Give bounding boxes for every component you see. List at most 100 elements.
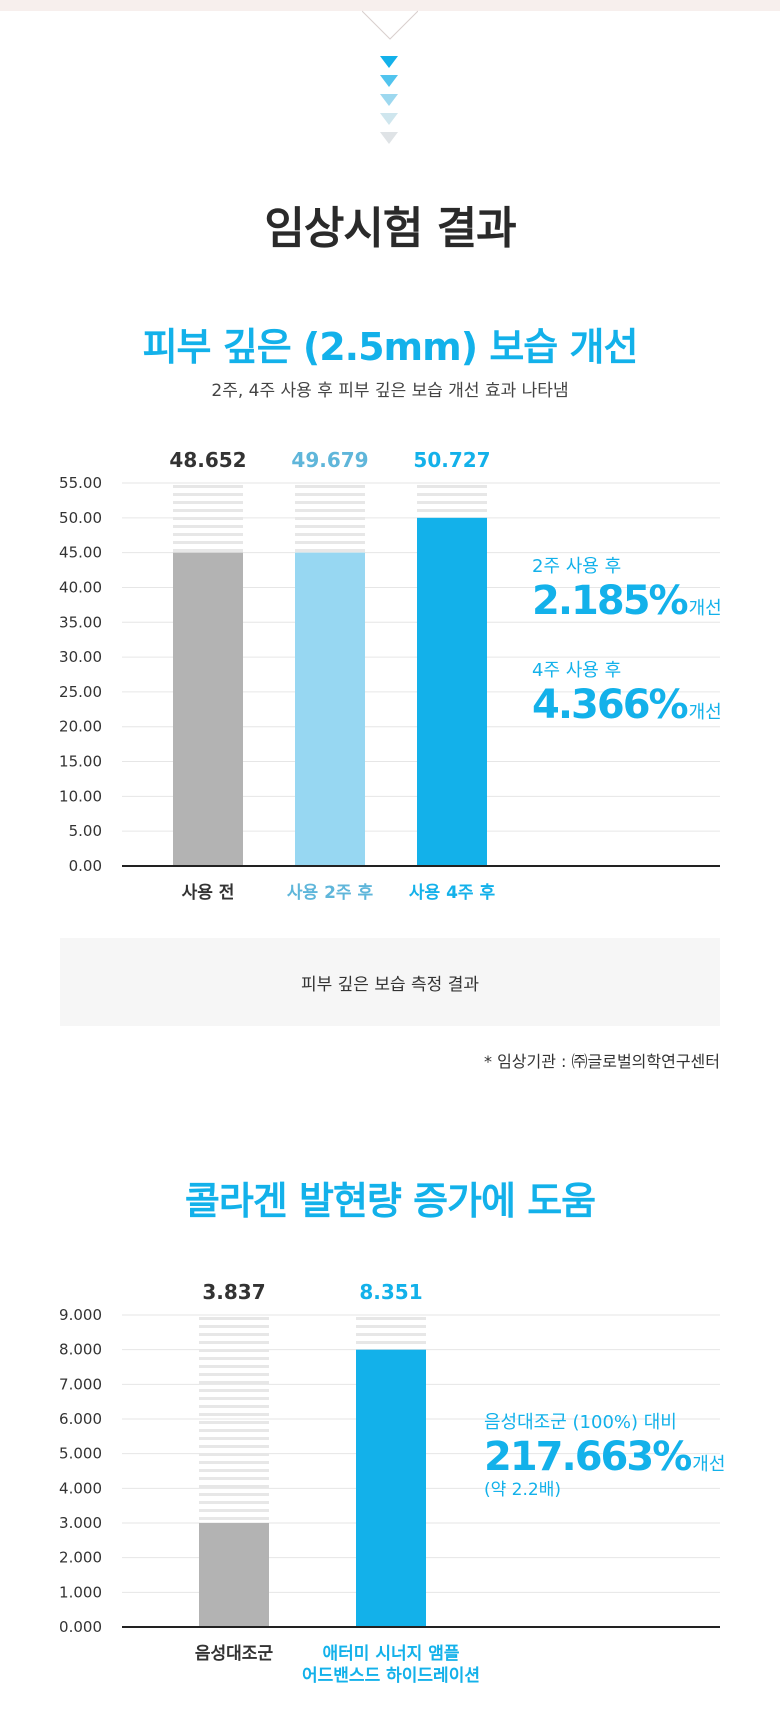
y-tick-label: 5.00 (69, 822, 102, 840)
bar-stripe (173, 493, 243, 496)
chart1-annotation-2weeks: 2주 사용 후 2.185% 개선 (532, 556, 722, 624)
arrow-down-icon-4 (380, 113, 398, 125)
bar-value-label: 49.679 (291, 448, 368, 472)
bar-stripe (199, 1381, 269, 1384)
annotation-label: 4주 사용 후 (532, 660, 622, 681)
bar-stripe (199, 1341, 269, 1344)
y-tick-label: 25.00 (59, 683, 102, 701)
arrow-down-icon-3 (380, 94, 398, 106)
bar-stripe (417, 509, 487, 512)
y-tick-label: 2.000 (59, 1549, 102, 1567)
bar (295, 552, 365, 866)
bar-stripe (356, 1317, 426, 1320)
bar-stripe (199, 1333, 269, 1336)
bar-stripe (199, 1461, 269, 1464)
bar-value-label: 3.837 (202, 1280, 265, 1304)
bar-stripe (199, 1373, 269, 1376)
bar-stripe (199, 1421, 269, 1424)
bar-stripe (295, 509, 365, 512)
bar-stripe (173, 517, 243, 520)
y-tick-label: 0.000 (59, 1618, 102, 1636)
section2-title: 콜라겐 발현량 증가에 도움 (184, 1179, 596, 1223)
bar-value-label: 8.351 (359, 1280, 422, 1304)
y-tick-label: 15.00 (59, 753, 102, 771)
bar-stripe (295, 533, 365, 536)
bar-stripe (295, 485, 365, 488)
bar-stripe (199, 1405, 269, 1408)
bar-stripe (199, 1389, 269, 1392)
bar-stripe (199, 1365, 269, 1368)
bar-stripe (199, 1509, 269, 1512)
caption-box (60, 938, 720, 1026)
bar (417, 517, 487, 866)
bar-stripe (295, 517, 365, 520)
y-tick-label: 8.000 (59, 1341, 102, 1359)
bar (173, 552, 243, 866)
bar-stripe (199, 1413, 269, 1416)
y-tick-label: 45.00 (59, 544, 102, 562)
y-tick-label: 9.000 (59, 1306, 102, 1324)
bar-stripe (173, 525, 243, 528)
chart2-svg: 0.000 1.000 2.000 3.000 4.000 5.000 6.000 7.000… (59, 1280, 720, 1686)
chart2-annotation: 음성대조군 (100%) 대비 217.663% 개선 (약 2.2배) (484, 1412, 725, 1500)
clinical-institution-note: * 임상기관 : ㈜글로벌의학연구센터 (483, 1052, 720, 1071)
bar (199, 1523, 269, 1627)
y-tick-label: 6.000 (59, 1410, 102, 1428)
page-title: 임상시험 결과 (264, 203, 516, 254)
arrow-down-icon-2 (380, 75, 398, 87)
bar-stripe (199, 1469, 269, 1472)
y-tick-label: 10.00 (59, 787, 102, 805)
bar-stripe (173, 541, 243, 544)
annotation-unit: 개선 (692, 1454, 726, 1475)
bar-stripe (356, 1333, 426, 1336)
bar-stripe (295, 541, 365, 544)
x-category-label: 어드밴스드 하이드레이션 (302, 1666, 480, 1686)
annotation-unit: 개선 (688, 702, 722, 723)
bar-stripe (356, 1325, 426, 1328)
x-category-label: 애터미 시너지 앰플 (323, 1644, 460, 1664)
chart1-annotation-4weeks: 4주 사용 후 4.366% 개선 (532, 660, 722, 728)
bar-stripe (356, 1341, 426, 1344)
annotation-value: 217.663% (484, 1434, 692, 1480)
bar-stripe (173, 549, 243, 552)
bar-stripe (295, 549, 365, 552)
bar-stripe (295, 493, 365, 496)
annotation-value: 2.185% (532, 578, 689, 624)
top-band (0, 0, 780, 11)
bar-stripe (417, 493, 487, 496)
y-tick-label: 0.00 (69, 857, 102, 875)
y-tick-label: 30.00 (59, 648, 102, 666)
x-category-label: 사용 2주 후 (287, 882, 374, 903)
bar-stripe (417, 501, 487, 504)
bar-stripe (199, 1477, 269, 1480)
bar-stripe (417, 485, 487, 488)
y-tick-label: 50.00 (59, 509, 102, 527)
bar-stripe (199, 1349, 269, 1352)
x-category-label: 사용 전 (182, 883, 235, 903)
bar-stripe (199, 1501, 269, 1504)
bar-stripe (173, 533, 243, 536)
y-tick-label: 55.00 (59, 474, 102, 492)
section1-subtitle: 2주, 4주 사용 후 피부 깊은 보습 개선 효과 나타냄 (211, 381, 569, 401)
top-notch-arrow (362, 10, 418, 40)
bar-stripe (199, 1429, 269, 1432)
y-tick-label: 1.000 (59, 1583, 102, 1601)
x-category-label: 음성대조군 (195, 1644, 274, 1664)
bar-stripe (199, 1325, 269, 1328)
bar-stripe (199, 1445, 269, 1448)
y-tick-label: 4.000 (59, 1479, 102, 1497)
bar-stripe (199, 1317, 269, 1320)
bar-value-label: 48.652 (169, 448, 246, 472)
y-tick-label: 7.000 (59, 1375, 102, 1393)
bar-stripe (295, 501, 365, 504)
arrow-down-icon-5 (380, 132, 398, 144)
chart1-caption: 피부 깊은 보습 측정 결과 (300, 975, 479, 995)
bar-stripe (295, 525, 365, 528)
bar-stripe (173, 485, 243, 488)
bar-stripe (199, 1517, 269, 1520)
annotation-label: 2주 사용 후 (532, 556, 622, 577)
bar (356, 1349, 426, 1627)
arrow-down-icon-1 (380, 56, 398, 68)
bar-value-label: 50.727 (413, 448, 490, 472)
bar-stripe (173, 501, 243, 504)
